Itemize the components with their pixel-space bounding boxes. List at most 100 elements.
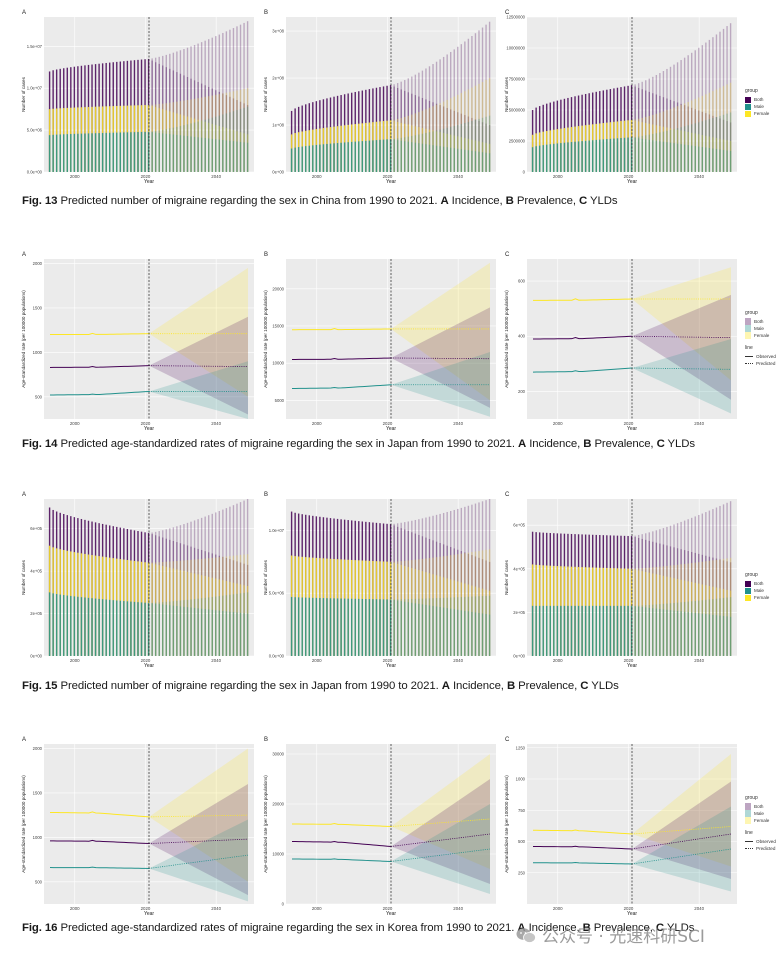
bar-upper-female [225,92,228,129]
bar-male [407,602,409,656]
bar-male [627,605,629,656]
y-tick-label: 400 [518,334,526,339]
bar-upper-both [659,529,661,544]
bar-upper-female [176,560,178,570]
bar-upper-female [407,560,409,567]
legend-swatch [745,580,751,587]
bar-male [418,603,420,656]
observed-line-both [291,841,392,847]
bar-upper-male [232,594,235,613]
panel-letter: C [505,252,510,258]
bar-male [435,606,438,656]
bar-upper-male [698,122,700,147]
bar-upper-female [239,554,242,585]
bar-upper-female [414,113,417,127]
x-tick-label: 2040 [453,421,463,426]
bar-male [641,607,643,656]
y-tick-label: 10000 [272,852,284,857]
y-tick-label: 2000 [33,261,43,266]
bar-upper-female [662,566,665,576]
x-tick-label: 2020 [383,906,393,911]
bar-upper-female [478,550,480,588]
caption-panel-letter: C [656,438,665,450]
bar-male [549,144,551,172]
bar-upper-female [211,95,213,124]
bar-male [154,603,157,656]
caption-panel-letter: A [517,922,526,934]
bar-male [460,610,463,656]
bar-upper-female [669,565,672,578]
bar-upper-male [485,595,487,615]
legend-line-swatch [745,356,753,357]
bar-male [379,599,381,656]
bar-male [232,612,235,656]
bar-upper-both [414,519,417,534]
bar-upper-male [446,597,448,609]
bar-upper-both [421,518,424,537]
bar-upper-both [648,532,650,541]
bar-male [361,141,364,172]
bar-upper-male [662,131,665,142]
bar-upper-both [662,528,665,545]
bar-upper-male [634,605,636,607]
bar-upper-female [193,559,196,574]
bar-male [225,611,228,656]
bar-upper-male [208,118,210,139]
bar-upper-both [641,534,643,539]
bar-upper-both [165,54,167,68]
bar-male [421,604,424,656]
bar-male [641,138,643,172]
legend-item-female: Female [745,594,769,601]
bar-male [361,598,364,656]
bar-upper-female [680,104,682,131]
bar-male [315,597,318,656]
bar-upper-female [154,104,157,108]
y-axis-label: Age-standardized rate (per 100000 popula… [263,775,268,873]
bar-upper-female [418,559,420,571]
bar-male [322,598,325,656]
bar-upper-female [229,91,231,130]
bar-male [308,145,310,172]
x-tick-label: 2020 [141,174,151,179]
bar-upper-both [158,56,160,64]
bar-male [563,605,566,656]
bar-male [66,134,68,172]
y-tick-label: 2e+05 [513,610,525,615]
bar-upper-male [652,604,654,609]
fig15-panel-b: B 2000 2020 2040 0.0e+00 5.0e+06 1.0e+07 Year Nu… [263,492,496,669]
bar-male [691,145,693,172]
bar-upper-both [239,502,242,563]
bar-male [464,610,466,656]
bar-upper-male [457,597,459,610]
y-tick-label: 7500000 [509,77,526,82]
bar-male [101,599,104,656]
bar-male [474,612,477,656]
legend-swatch [745,110,751,117]
bar-male [372,599,374,656]
bar-upper-male [414,598,417,604]
bar-upper-female [425,558,427,573]
bar-male [680,144,682,172]
y-axis-label: Age-standardized rate (per 100000 popula… [263,290,268,388]
bar-male [147,131,150,172]
y-tick-label: 1500 [33,305,43,310]
y-tick-label: 5000 [275,398,285,403]
bar-male [162,604,164,656]
bar-male [169,605,171,656]
bar-upper-both [634,84,636,87]
bar-upper-male [442,597,445,608]
fig15-legend: group Both Male Female [745,572,769,601]
bar-male [215,139,217,172]
x-tick-label: 2020 [624,421,634,426]
bar-upper-both [712,509,714,558]
bar-upper-male [705,599,707,615]
bar-upper-both [634,535,636,538]
bar-upper-female [229,556,231,582]
y-tick-label: 12500000 [506,15,525,20]
bar-upper-male [467,121,470,151]
fig13-panel-c: C 2000 2020 2040 0 2500000 5000000 7500000 10000… [504,10,737,185]
bar-upper-female [645,116,647,123]
y-tick-label: 1250 [516,745,526,750]
bar-male [386,599,388,656]
bar-upper-both [432,515,434,541]
